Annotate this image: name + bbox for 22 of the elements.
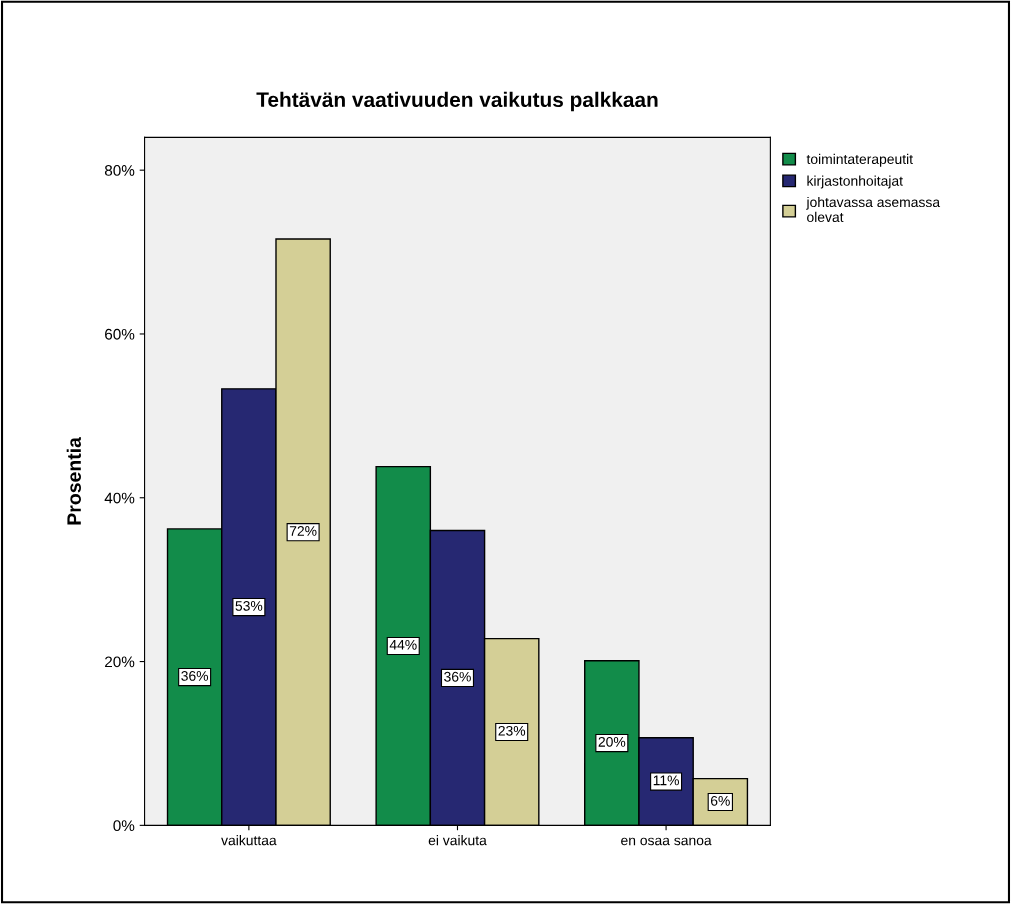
y-tick-label: 80%: [104, 165, 135, 176]
x-tick-label: ei vaikuta: [428, 835, 487, 846]
data-label: 53%: [235, 600, 263, 611]
data-label: 11%: [653, 775, 679, 786]
data-label: 36%: [444, 671, 471, 682]
data-label: 23%: [498, 725, 526, 736]
data-label: 20%: [598, 736, 626, 747]
legend-label: toimintaterapeutit: [806, 153, 913, 167]
chart-title: Tehtävän vaativuuden vaikutus palkkaan: [256, 91, 658, 112]
x-tick-label: vaikuttaa: [221, 835, 277, 846]
y-tick-label: 20%: [105, 656, 135, 668]
legend-label: johtavassa asemassa olevat: [806, 196, 941, 223]
y-tick-label: 60%: [105, 328, 135, 340]
legend-label: kirjastonhoitajat: [807, 175, 903, 189]
y-tick-label: 0%: [113, 820, 135, 832]
data-label: 72%: [289, 526, 317, 536]
y-axis-title: Prosentia: [66, 436, 81, 525]
data-label: 36%: [181, 671, 209, 681]
y-tick-label: 40%: [104, 492, 135, 504]
data-label: 6%: [710, 795, 730, 806]
data-label: 44%: [389, 639, 417, 650]
x-tick-label: en osaa sanoa: [621, 837, 712, 846]
